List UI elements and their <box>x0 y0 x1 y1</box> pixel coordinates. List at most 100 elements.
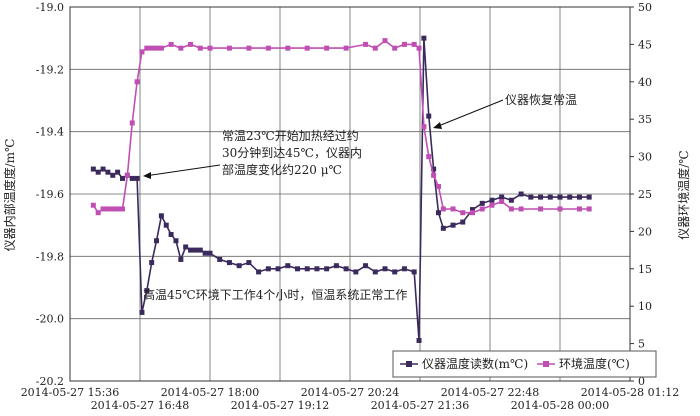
x-tick-label: 2014-05-27 21:36 <box>371 399 470 412</box>
point-instrument <box>567 194 573 200</box>
point-instrument <box>586 194 592 200</box>
x-tick-label: 2014-05-27 22:48 <box>441 386 540 399</box>
y-axis-title: 仪器内部温度度/m℃ <box>2 139 17 252</box>
point-instrument <box>304 266 310 272</box>
y-tick-label: -19.4 <box>36 126 64 139</box>
legend-marker-instrument <box>406 361 412 367</box>
legend-marker-environment <box>543 361 549 367</box>
point-environment <box>129 120 135 126</box>
y-tick-label: -19.2 <box>36 63 64 76</box>
y-tick-label: -19.8 <box>36 250 64 263</box>
annotation-recovery-arrowhead <box>433 122 442 129</box>
x-tick-label: 2014-05-27 20:24 <box>301 386 400 399</box>
point-instrument <box>426 113 432 119</box>
point-instrument <box>246 260 252 266</box>
point-instrument <box>207 250 213 256</box>
point-instrument <box>450 222 456 228</box>
point-environment <box>115 206 121 212</box>
point-environment <box>372 45 378 51</box>
point-environment <box>489 202 495 208</box>
point-environment <box>470 210 475 216</box>
point-instrument <box>120 175 125 181</box>
point-environment <box>188 41 194 47</box>
point-instrument <box>95 169 101 175</box>
point-environment <box>139 49 145 55</box>
series-layer <box>90 35 592 343</box>
point-environment <box>343 45 349 51</box>
point-environment <box>518 206 524 212</box>
point-instrument <box>217 256 223 262</box>
point-instrument <box>105 169 111 175</box>
point-instrument <box>470 207 475 213</box>
point-environment <box>421 124 427 130</box>
y2-tick-label: 45 <box>638 38 652 51</box>
point-environment <box>440 206 446 212</box>
point-environment <box>226 45 232 51</box>
point-environment <box>508 206 514 212</box>
x-tick-label: 2014-05-27 18:00 <box>161 386 260 399</box>
point-environment <box>265 45 271 51</box>
point-instrument <box>90 166 96 172</box>
point-environment <box>110 206 116 212</box>
point-instrument <box>129 175 135 181</box>
point-instrument <box>431 166 437 172</box>
point-instrument <box>183 244 189 250</box>
point-instrument <box>392 269 398 275</box>
point-environment <box>90 202 96 208</box>
point-environment <box>538 206 544 212</box>
point-instrument <box>333 263 339 269</box>
annotation-recovery: 仪器恢复常温 <box>433 93 577 129</box>
y2-tick-label: 5 <box>638 338 645 351</box>
point-instrument <box>538 194 544 200</box>
point-instrument <box>314 266 320 272</box>
point-environment <box>382 38 388 44</box>
annotation-heating: 常温23℃开始加热经过约 30分钟到达45℃，仪器内 部温度变化约220 μ℃ <box>143 128 362 179</box>
line-environment <box>92 39 590 214</box>
point-instrument <box>518 191 524 197</box>
point-instrument <box>188 247 194 253</box>
annotation-heating-arrowhead <box>143 172 151 179</box>
point-instrument <box>202 250 208 256</box>
point-instrument <box>168 232 174 238</box>
point-instrument <box>353 269 359 275</box>
point-instrument <box>363 263 369 269</box>
x-tick-label: 2014-05-27 16:48 <box>91 399 190 412</box>
point-environment <box>285 45 291 51</box>
point-instrument <box>158 213 164 219</box>
point-instrument <box>285 263 291 269</box>
point-instrument <box>440 225 446 231</box>
y2-tick-label: 0 <box>638 375 645 388</box>
y-tick-label: -20.2 <box>36 375 64 388</box>
annotation-recovery-arrow <box>435 99 504 128</box>
point-instrument <box>110 172 116 178</box>
y2-tick-label: 15 <box>638 263 652 276</box>
y2-tick-label: 25 <box>638 188 652 201</box>
point-environment <box>416 45 422 51</box>
point-instrument <box>416 337 422 343</box>
point-environment <box>586 206 592 212</box>
y-tick-label: -19.0 <box>36 1 64 14</box>
point-environment <box>576 206 582 212</box>
point-instrument <box>192 247 198 253</box>
legend-box <box>392 350 657 378</box>
point-environment <box>207 45 213 51</box>
annotation-heating-line-3: 部温度变化约220 μ℃ <box>222 162 342 177</box>
point-environment <box>134 79 140 85</box>
y2-tick-label: 20 <box>638 225 652 238</box>
point-environment <box>431 172 437 178</box>
point-instrument <box>557 194 563 200</box>
point-instrument <box>173 238 179 244</box>
series-environment <box>90 38 592 216</box>
point-environment <box>149 45 155 51</box>
point-instrument <box>528 194 534 200</box>
point-environment <box>158 45 164 51</box>
y2-tick-label: 40 <box>638 76 652 89</box>
point-instrument <box>163 222 169 228</box>
point-environment <box>499 198 505 204</box>
point-instrument <box>115 169 121 175</box>
legend: 仪器温度读数(m℃) 环境温度(℃) <box>392 350 657 378</box>
y2-axis-title: 仪器环境温度/℃ <box>676 150 691 239</box>
y2-tick-label: 35 <box>638 113 652 126</box>
